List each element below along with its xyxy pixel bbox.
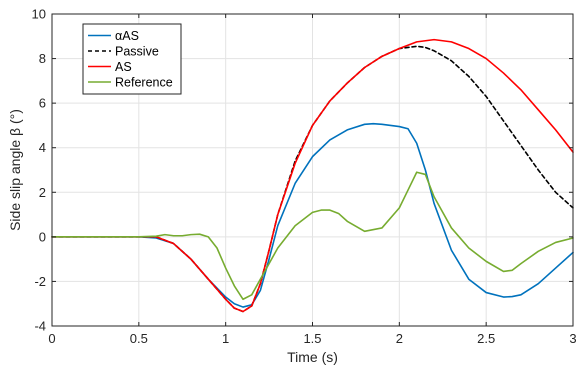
series-line-3 bbox=[51, 171, 574, 301]
legend-label: Passive bbox=[115, 45, 159, 59]
series-lines bbox=[51, 38, 574, 313]
legend-label: AS bbox=[115, 60, 132, 74]
y-tick-label: -4 bbox=[34, 319, 46, 334]
x-tick-label: 0 bbox=[48, 331, 55, 346]
x-tick-label: 2.5 bbox=[477, 331, 495, 346]
x-axis-label: Time (s) bbox=[287, 349, 338, 365]
y-tick-label: 6 bbox=[39, 96, 46, 111]
y-tick-label: 2 bbox=[39, 185, 46, 200]
legend-label: Reference bbox=[115, 76, 173, 90]
x-tick-label: 1.5 bbox=[303, 331, 321, 346]
y-tick-labels: -4 -2 0 2 4 6 8 10 bbox=[32, 7, 46, 334]
y-axis-label: Side slip angle β (°) bbox=[7, 109, 23, 231]
legend-label: αAS bbox=[115, 29, 139, 43]
tick-marks bbox=[51, 13, 574, 327]
y-tick-label: -2 bbox=[34, 274, 46, 289]
y-tick-label: 0 bbox=[39, 229, 46, 244]
x-tick-label: 0.5 bbox=[130, 331, 148, 346]
y-tick-label: 10 bbox=[32, 7, 46, 22]
series-line-2 bbox=[51, 38, 574, 313]
x-tick-label: 1 bbox=[222, 331, 229, 346]
y-tick-label: 4 bbox=[39, 140, 46, 155]
x-tick-label: 3 bbox=[569, 331, 576, 346]
x-tick-label: 2 bbox=[396, 331, 403, 346]
y-tick-label: 8 bbox=[39, 51, 46, 66]
x-tick-labels: 0 0.5 1 1.5 2 2.5 3 bbox=[48, 331, 576, 346]
